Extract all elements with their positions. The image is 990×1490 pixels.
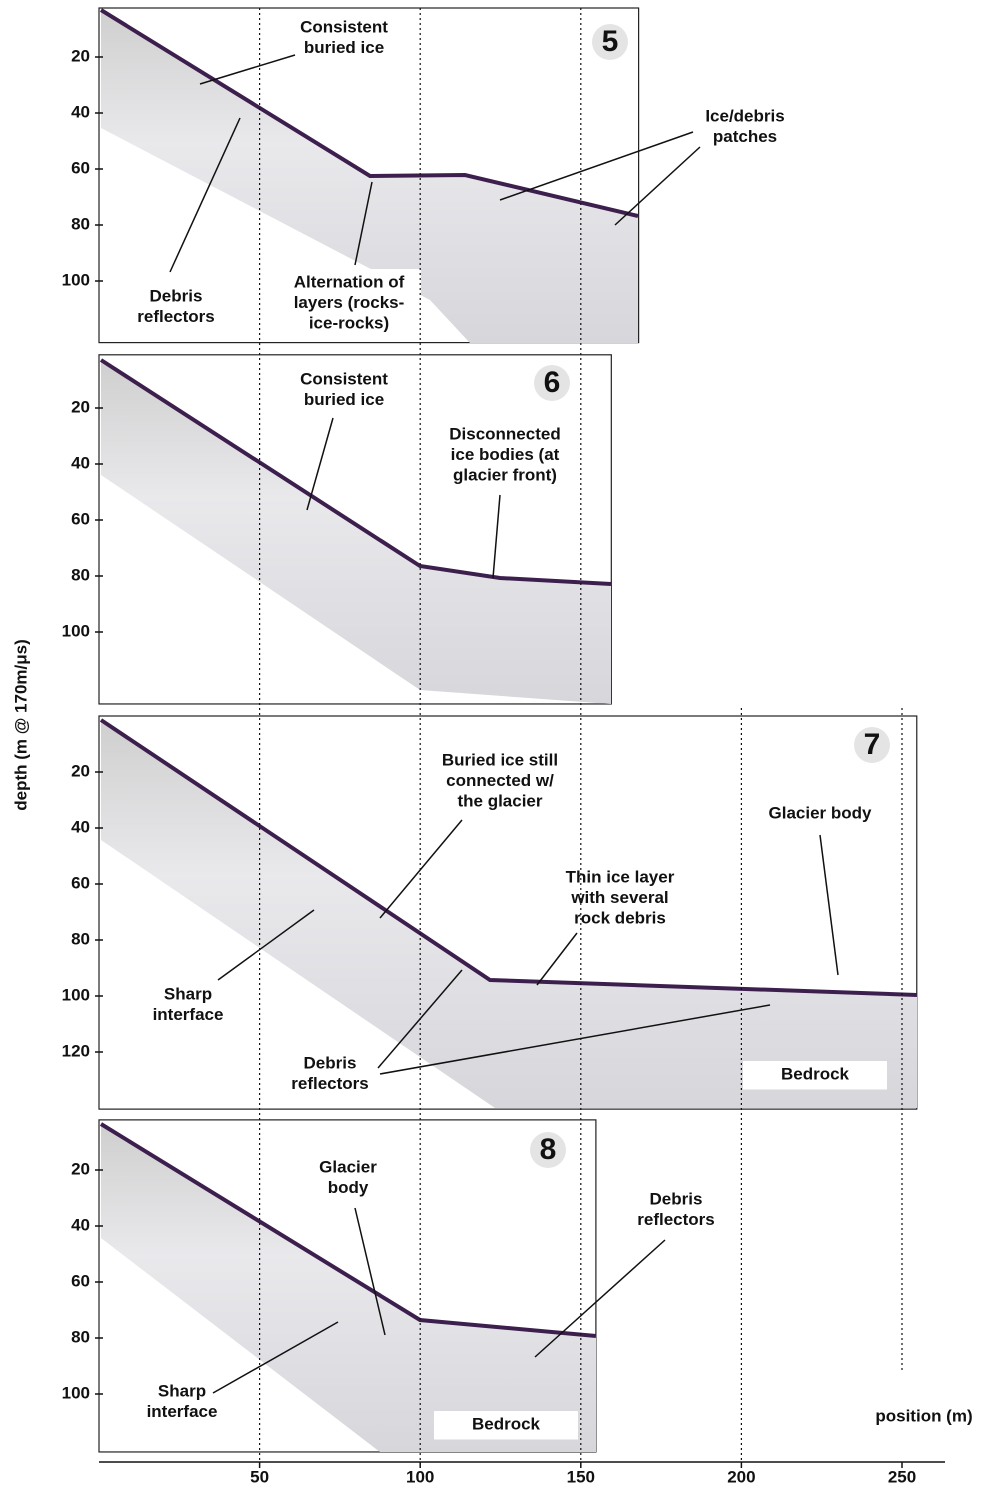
leader-line [169, 117, 241, 273]
leader-line [354, 181, 373, 266]
annotation: patches [713, 127, 777, 146]
y-tick-label: 40 [71, 1215, 90, 1234]
panel-badge [530, 1132, 566, 1168]
annotation: the glacier [457, 791, 542, 810]
leader-line [499, 131, 694, 201]
annotation: reflectors [637, 1210, 714, 1229]
y-tick-label: 20 [71, 1159, 90, 1178]
y-tick-label: 20 [71, 397, 90, 416]
annotation: ice bodies (at [451, 445, 560, 464]
label-box [434, 1411, 578, 1440]
annotation: Ice/debris [705, 106, 784, 125]
annotation: Disconnected [449, 424, 560, 443]
annotation: Glacier body [769, 803, 873, 822]
y-tick-label: 20 [71, 46, 90, 65]
annotation: connected w/ [446, 771, 554, 790]
y-tick-label: 60 [71, 158, 90, 177]
panel-badge [854, 727, 890, 763]
y-tick-label: 40 [71, 102, 90, 121]
y-tick-label: 60 [71, 873, 90, 892]
y-tick-label: 40 [71, 817, 90, 836]
annotation: Sharp [164, 984, 212, 1003]
leader-line [212, 1321, 339, 1394]
leader-line [354, 1207, 386, 1336]
y-tick-label: 100 [62, 621, 90, 640]
x-tick-label: 250 [888, 1467, 916, 1486]
annotation: Consistent [300, 369, 388, 388]
annotation: Glacier [319, 1157, 377, 1176]
x-tick-label: 100 [406, 1467, 434, 1486]
leader-line [199, 54, 296, 85]
annotation: Consistent [300, 17, 388, 36]
leader-line [217, 909, 315, 981]
leader-line [379, 1004, 771, 1075]
radargram [101, 1124, 596, 1452]
annotation: ice-rocks) [309, 313, 389, 332]
label-box [277, 269, 421, 339]
y-tick-label: 40 [71, 453, 90, 472]
leader-line [534, 1239, 666, 1358]
annotation: buried ice [304, 38, 384, 57]
y-tick-label: 60 [71, 1271, 90, 1290]
annotation: with several [570, 888, 668, 907]
leader-line [492, 494, 501, 579]
leader-line [614, 146, 701, 226]
panel-badge [534, 365, 570, 401]
y-tick-label: 80 [71, 929, 90, 948]
leader-line [536, 932, 578, 986]
radargram [101, 720, 917, 1108]
leader-line [819, 834, 839, 976]
y-tick-label: 100 [62, 270, 90, 289]
y-tick-label: 100 [62, 1383, 90, 1402]
annotation: Bedrock [781, 1064, 850, 1083]
annotation: body [328, 1178, 369, 1197]
annotation: Bedrock [472, 1414, 541, 1433]
y-axis-label: depth (m @ 170m/μs) [11, 639, 30, 811]
annotation: reflectors [137, 307, 214, 326]
y-tick-label: 120 [62, 1041, 90, 1060]
ground-surface [99, 358, 612, 586]
panel-number: 5 [602, 25, 619, 58]
leader-line [306, 417, 334, 511]
ground-surface [99, 718, 918, 997]
y-tick-label: 100 [62, 985, 90, 1004]
radargram [101, 360, 611, 704]
y-tick-label: 20 [71, 761, 90, 780]
x-tick-label: 150 [567, 1467, 595, 1486]
x-tick-label: 200 [727, 1467, 755, 1486]
annotation: Sharp [158, 1381, 206, 1400]
panel-badge [592, 24, 628, 60]
leader-line [379, 819, 463, 919]
panel-number: 7 [864, 728, 881, 761]
annotation: rock debris [574, 908, 666, 927]
panel-number: 6 [544, 366, 561, 399]
annotation: reflectors [291, 1074, 368, 1093]
annotation: glacier front) [453, 465, 557, 484]
annotation: Debris [150, 286, 203, 305]
annotation: Alternation of [294, 272, 405, 291]
annotation: interface [147, 1402, 218, 1421]
ground-surface [99, 8, 639, 218]
annotation: Debris [304, 1053, 357, 1072]
y-tick-label: 80 [71, 565, 90, 584]
y-tick-label: 80 [71, 1327, 90, 1346]
annotation: interface [153, 1005, 224, 1024]
label-box [743, 1061, 887, 1090]
x-tick-label: 50 [250, 1467, 269, 1486]
y-tick-label: 60 [71, 509, 90, 528]
annotation: Thin ice layer [566, 867, 675, 886]
panel-number: 8 [540, 1133, 557, 1166]
y-tick-label: 80 [71, 214, 90, 233]
annotation: Buried ice still [442, 750, 558, 769]
annotation: buried ice [304, 390, 384, 409]
annotation: Debris [650, 1189, 703, 1208]
x-axis-label: position (m) [875, 1406, 972, 1425]
annotation: layers (rocks- [294, 293, 405, 312]
